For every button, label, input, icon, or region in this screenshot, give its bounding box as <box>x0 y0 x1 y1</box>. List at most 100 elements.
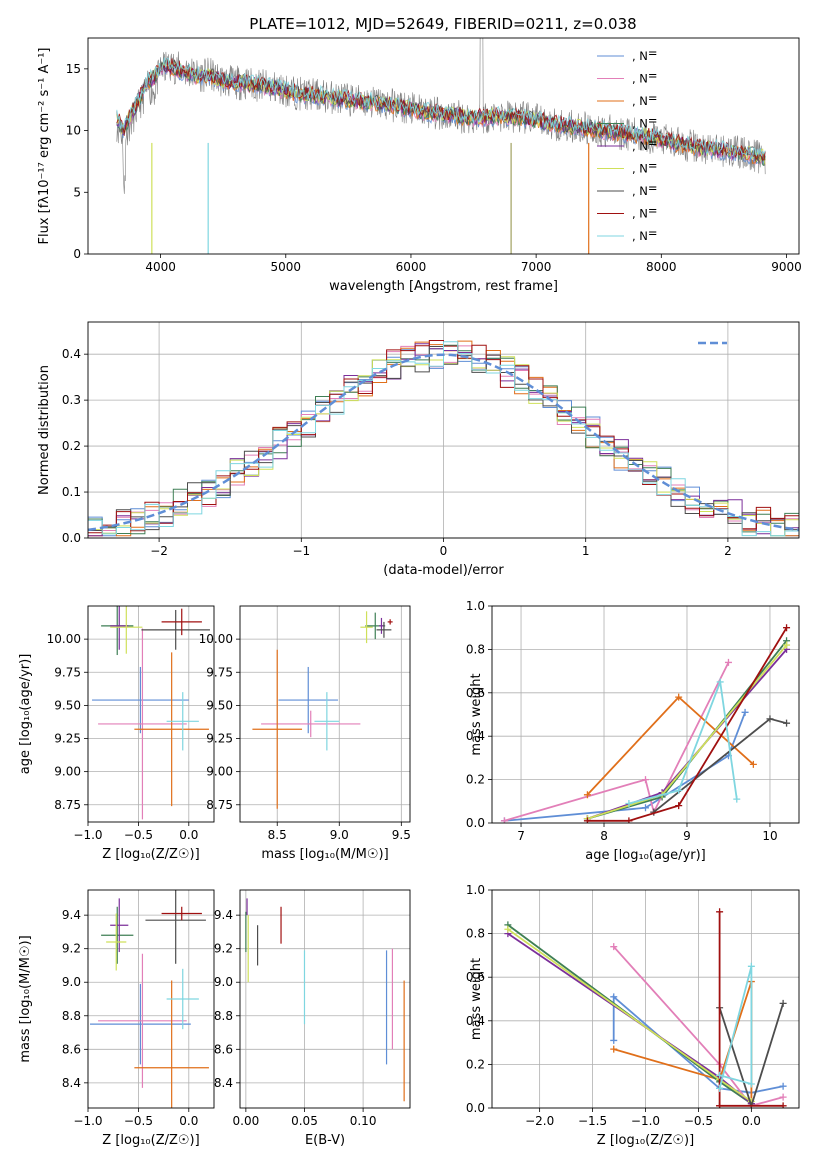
x-tick-label: 0.10 <box>350 1114 377 1128</box>
series-marker <box>724 658 732 666</box>
y-tick-label: 0.4 <box>62 347 81 361</box>
y-tick-label: 9.0 <box>214 975 233 989</box>
legend-entry-n-label: , N <box>632 162 648 176</box>
series-marker <box>779 1102 787 1108</box>
plot-area <box>252 611 393 809</box>
legend-entry-n-label: , N <box>632 117 648 131</box>
series-marker <box>610 993 618 1001</box>
x-tick-label: −0.5 <box>124 828 153 842</box>
y-tick-label: 5 <box>73 185 81 199</box>
plot-area <box>116 38 766 254</box>
series-marker <box>747 1080 755 1088</box>
series-marker <box>779 999 787 1007</box>
series-marker <box>583 817 591 823</box>
legend-entry-equals: = <box>648 226 658 240</box>
panels: 4000 5000 6000 7000 8000 9000051015wavelength… <box>18 37 802 1148</box>
series-marker <box>642 804 649 812</box>
legend-entry-equals: = <box>648 46 658 60</box>
y-tick-label: 0.0 <box>466 1101 485 1115</box>
legend-entry-equals: = <box>648 69 658 83</box>
series-marker <box>500 817 508 823</box>
x-axis-label: E(B-V) <box>305 1133 345 1148</box>
errorbar-point <box>161 608 202 636</box>
x-tick-label: 10 <box>762 829 777 843</box>
axes-frame <box>87 321 800 539</box>
y-tick-label: 9.75 <box>206 665 233 679</box>
panel-spectrum: 4000 5000 6000 7000 8000 9000 0 5 10 15 wavelength… <box>37 37 802 294</box>
plot-area <box>92 606 210 820</box>
errorbar-point <box>387 619 393 625</box>
x-tick-label: −1.5 <box>578 1114 607 1128</box>
x-axis-label: Z [log₁₀(Z/Z☉)] <box>102 847 199 862</box>
x-tick-label: 8 <box>600 829 608 843</box>
axes-frame <box>491 605 800 824</box>
series-line-salpeter-miles <box>613 946 784 1107</box>
series-marker <box>625 799 633 807</box>
y-tick-label: 15 <box>66 62 81 76</box>
x-tick-label: 0.05 <box>291 1114 318 1128</box>
legend-entry: , N= <box>632 181 658 198</box>
series-marker <box>749 760 757 768</box>
x-tick-label: −2 <box>150 544 168 558</box>
plot-area <box>504 908 787 1108</box>
y-tick-label: 0.6 <box>466 686 485 700</box>
y-tick-label: 9.4 <box>214 908 233 922</box>
figure-title: PLATE=1012, MJD=52649, FIBERID=0211, z=0… <box>249 15 636 33</box>
panel-mass_vs_Z: −1.0 −0.5 0.0 8.4 8.6 8.8 9.0 9.2 9.4 Z [log₁₀(Z/… <box>18 889 215 1148</box>
series-marker <box>779 1082 787 1090</box>
x-tick-label: 1 <box>582 544 590 558</box>
errorbar-point <box>90 983 191 1065</box>
y-tick-label: 0.6 <box>466 970 485 984</box>
x-tick-label: 0 <box>440 544 448 558</box>
panel-mass_vs_ebv: 0.00 0.05 0.10 8.4 8.6 8.8 9.0 9.2 9.4 E(B-V) <box>214 889 411 1148</box>
y-tick-label: 9.00 <box>54 765 81 779</box>
y-tick-label: 9.50 <box>206 698 233 712</box>
x-axis-label: Z [log₁₀(Z/Z☉)] <box>597 1133 694 1148</box>
y-tick-label: 9.0 <box>62 975 81 989</box>
series-line-salpeter-stelib <box>587 627 788 822</box>
x-tick-label: 9000 <box>771 260 802 274</box>
x-axis-label: (data-model)/error <box>383 563 504 578</box>
errorbar-point <box>376 621 392 638</box>
series-marker <box>741 708 749 716</box>
errorbar-point <box>161 906 202 921</box>
legend-entry-n-label: , N <box>632 207 648 221</box>
x-tick-label: 8.5 <box>268 828 287 842</box>
x-tick-label: −1.0 <box>73 828 102 842</box>
y-tick-label: 0.3 <box>62 393 81 407</box>
axes-frame <box>491 889 800 1109</box>
x-tick-label: 9 <box>683 829 691 843</box>
x-tick-label: −0.5 <box>124 1114 153 1128</box>
legend-entry-n-label: , N <box>632 49 648 63</box>
y-tick-label: 1.0 <box>466 883 485 897</box>
y-axis-label: mass [log₁₀(M/M☉)] <box>18 935 33 1062</box>
errorbar-point <box>92 666 189 734</box>
x-axis-label: age [log₁₀(age/yr)] <box>585 848 706 863</box>
series-line-kroupa-stelib <box>628 678 738 805</box>
legend-entry-equals: = <box>648 181 658 195</box>
plot-area <box>90 890 209 1108</box>
errorbar-point <box>378 617 384 634</box>
x-tick-label: 9.5 <box>392 828 411 842</box>
series-marker <box>675 802 683 810</box>
errorbar-point <box>110 606 143 654</box>
panel-age_vs_Z: −1.0 −0.5 0.0 8.75 9.00 9.25 9.50 9.75 10.00 Z [l… <box>18 605 215 862</box>
series-line-kroupa-stelib <box>718 966 753 1089</box>
y-tick-label: 10 <box>66 124 81 138</box>
legend-entry: , N= <box>632 136 658 153</box>
legend-entry-n-label: , N <box>632 139 648 153</box>
plot-area <box>500 624 791 823</box>
legend-entry-equals: = <box>648 159 658 173</box>
y-axis-label: Flux [fλ10⁻¹⁷ erg cm⁻² s⁻¹ A⁻¹] <box>37 48 52 245</box>
legend-entry-equals: = <box>648 204 658 218</box>
legend-entry-equals: = <box>648 91 658 105</box>
x-tick-label: −0.5 <box>684 1114 713 1128</box>
y-axis-label: Normed distribution <box>37 365 52 495</box>
y-axis-label: mass weight <box>469 958 484 1040</box>
series-line-chabrier-miles <box>504 711 746 822</box>
series-marker <box>716 1102 724 1108</box>
series-marker <box>675 693 683 701</box>
y-tick-label: 9.4 <box>62 908 81 922</box>
errorbar-point <box>145 890 206 964</box>
